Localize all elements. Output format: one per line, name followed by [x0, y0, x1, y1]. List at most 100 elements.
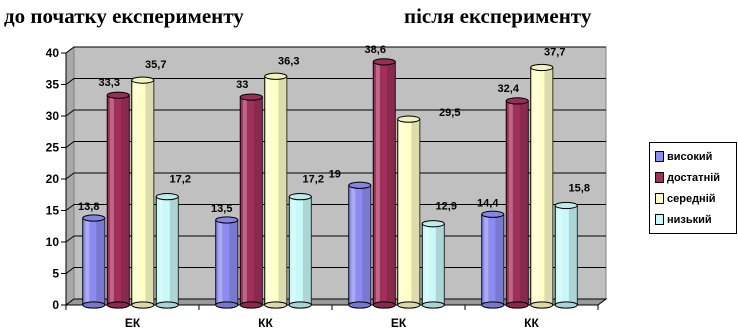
legend-label-high: високий — [667, 150, 713, 163]
x-tick-label: ЕК — [391, 316, 407, 330]
bar-base — [348, 301, 372, 309]
bar-top — [82, 214, 106, 222]
bar-base — [481, 301, 505, 309]
bar-base — [264, 301, 288, 309]
data-label: 17,2 — [170, 174, 191, 186]
bar-base — [106, 301, 130, 309]
y-tick-label: 20 — [46, 172, 60, 186]
bar-top — [131, 76, 155, 84]
bar-base — [288, 301, 312, 309]
bar — [397, 115, 421, 309]
bar-highlight — [351, 185, 356, 305]
bar-top — [505, 97, 529, 105]
y-tick-label: 15 — [46, 204, 60, 218]
data-label: 38,6 — [365, 44, 386, 56]
bar-shade — [411, 119, 420, 306]
bar-shade — [96, 218, 105, 305]
bar-shade — [544, 67, 553, 306]
y-tick-label: 0 — [52, 298, 59, 312]
legend-item-high: високий — [655, 146, 736, 167]
data-label: 12,9 — [436, 201, 457, 213]
bar — [106, 91, 130, 309]
data-label: 33,3 — [99, 77, 120, 89]
x-tick-label: КК — [524, 316, 539, 330]
bar-shade — [169, 196, 179, 305]
bar-shade — [435, 223, 445, 305]
data-label: 13,8 — [78, 201, 99, 213]
bar — [215, 216, 239, 309]
bar-highlight — [533, 67, 538, 306]
legend-item-medium: середній — [655, 188, 736, 209]
data-label: 19 — [329, 168, 341, 180]
bar-shade — [229, 219, 238, 305]
legend-label-sufficient: достатній — [667, 171, 721, 184]
gridline — [65, 172, 606, 180]
y-tick-label: 25 — [46, 141, 60, 155]
bar-shade — [120, 95, 130, 306]
bar-top — [421, 220, 445, 228]
x-tick-label: ЕК — [125, 316, 141, 330]
x-tick-label: КК — [258, 316, 273, 330]
bar-shade — [302, 196, 312, 305]
bar — [131, 76, 155, 309]
bar-highlight — [484, 214, 489, 305]
bar-highlight — [291, 196, 296, 305]
bar-top — [397, 115, 421, 123]
bar — [288, 193, 312, 309]
gridline — [65, 46, 606, 54]
bar-base — [421, 301, 445, 309]
bar-top — [106, 91, 130, 99]
data-label: 33 — [236, 79, 248, 91]
y-tick-label: 35 — [46, 78, 60, 92]
bar-shade — [568, 205, 578, 305]
bar — [82, 214, 106, 309]
legend-label-medium: середній — [667, 192, 716, 205]
y-tick-label: 30 — [46, 109, 60, 123]
bar-highlight — [158, 196, 163, 305]
bar-base — [372, 301, 396, 309]
heading-before-experiment: до початку експерименту — [4, 4, 244, 28]
bar — [505, 97, 529, 309]
gridline — [65, 78, 606, 85]
bar — [348, 181, 372, 309]
bar — [530, 63, 554, 309]
bar — [372, 58, 396, 309]
gridline — [65, 141, 606, 148]
gridline — [65, 109, 606, 117]
bar-highlight — [242, 97, 247, 305]
data-label: 13,5 — [211, 203, 232, 215]
gridline — [65, 204, 606, 211]
bar-highlight — [267, 76, 272, 305]
bar — [264, 72, 288, 309]
bar-highlight — [134, 80, 139, 305]
bar — [481, 210, 505, 309]
legend-swatch-medium — [655, 193, 664, 204]
data-label: 15,8 — [569, 182, 590, 194]
bar-top — [348, 181, 372, 189]
bar-top — [288, 193, 312, 201]
data-label: 29,5 — [439, 107, 460, 119]
bar-highlight — [218, 219, 223, 305]
bar-highlight — [375, 61, 380, 305]
bar-shade — [145, 80, 154, 305]
bar — [421, 220, 445, 309]
bar-top — [264, 72, 288, 80]
bar-shade — [278, 76, 287, 305]
bar — [554, 201, 578, 309]
legend-label-low: низький — [667, 213, 712, 226]
legend-swatch-low — [655, 214, 664, 225]
y-tick-label: 10 — [46, 235, 60, 249]
bar-top — [239, 93, 263, 101]
y-tick-label: 40 — [46, 46, 60, 60]
bar-highlight — [109, 95, 114, 306]
bar-base — [131, 301, 155, 309]
bar-base — [155, 301, 179, 309]
bar-base — [397, 301, 421, 309]
bar-shade — [495, 214, 504, 305]
heading-after-experiment: після експерименту — [404, 4, 592, 28]
y-tick-label: 5 — [52, 267, 59, 281]
bar-shade — [519, 100, 529, 305]
legend-swatch-high — [655, 151, 664, 162]
data-label: 37,7 — [544, 46, 565, 58]
